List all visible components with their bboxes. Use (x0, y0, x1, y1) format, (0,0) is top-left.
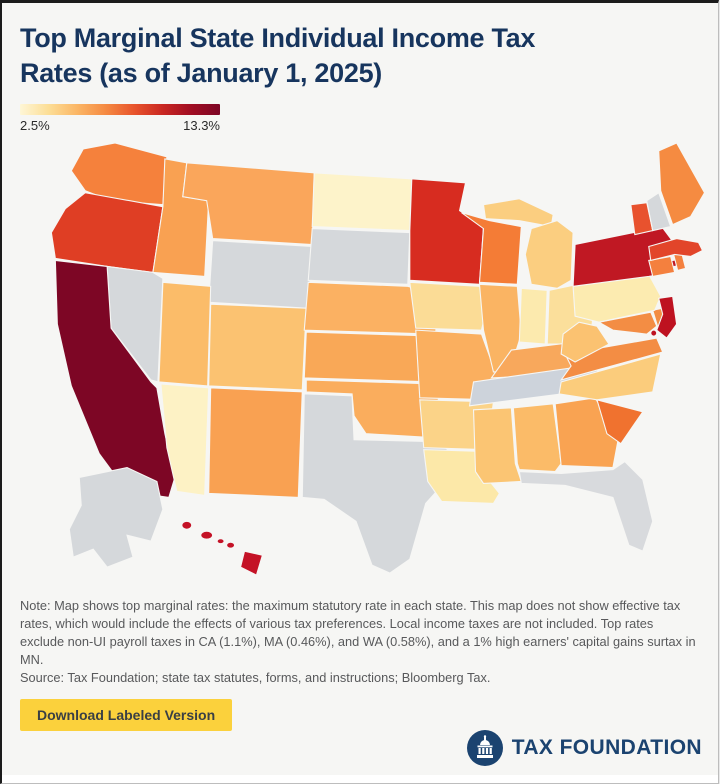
state-ma[interactable] (648, 237, 704, 262)
state-wy[interactable] (208, 239, 313, 309)
state-wi[interactable] (461, 212, 522, 285)
state-al[interactable] (512, 403, 562, 473)
state-ut[interactable] (158, 281, 212, 387)
title-line-1: Top Marginal State Individual Income Tax (20, 23, 536, 53)
legend-gradient (20, 104, 220, 115)
state-hi[interactable] (200, 530, 214, 540)
state-nh[interactable] (646, 191, 672, 232)
state-hi[interactable] (226, 541, 236, 549)
state-va[interactable] (559, 337, 664, 381)
state-md[interactable] (597, 311, 658, 335)
state-dc[interactable] (650, 329, 658, 337)
state-co[interactable] (208, 303, 307, 391)
state-az[interactable] (160, 383, 210, 497)
download-labeled-version-button[interactable]: Download Labeled Version (20, 699, 233, 731)
state-me[interactable] (658, 142, 706, 226)
state-nd[interactable] (311, 172, 413, 232)
map-source: Source: Tax Foundation; state tax statut… (20, 670, 491, 685)
tax-foundation-capitol-logo-icon (466, 730, 503, 766)
state-tx[interactable] (301, 393, 449, 574)
title-line-2: Rates (as of January 1, 2025) (20, 58, 382, 88)
state-hi[interactable] (216, 538, 225, 545)
state-wv[interactable] (560, 321, 610, 363)
state-in[interactable] (518, 287, 548, 345)
page-title: Top Marginal State Individual Income Tax… (20, 21, 700, 91)
color-scale-legend: 2.5% 13.3% (20, 104, 220, 133)
us-map-svg (50, 142, 706, 576)
state-fl[interactable] (518, 460, 654, 552)
state-mn[interactable] (409, 178, 485, 285)
state-or[interactable] (50, 192, 164, 274)
map-note: Note: Map shows top marginal rates: the … (20, 598, 696, 667)
state-sc[interactable] (596, 399, 644, 445)
state-nc[interactable] (558, 353, 662, 401)
legend-min-label: 2.5% (20, 118, 50, 133)
state-sd[interactable] (307, 228, 411, 285)
brand-footer: TAX FOUNDATION (466, 729, 702, 767)
bottom-strip (2, 775, 718, 783)
state-hi[interactable] (181, 520, 193, 530)
state-ak[interactable] (68, 466, 164, 568)
us-choropleth-map (20, 133, 706, 591)
state-mi[interactable] (524, 220, 574, 289)
state-hi[interactable] (239, 550, 264, 576)
state-nm[interactable] (208, 387, 303, 498)
legend-max-label: 13.3% (183, 118, 220, 133)
state-nj[interactable] (656, 295, 678, 339)
brand-wordmark: TAX FOUNDATION (511, 736, 702, 759)
state-ia[interactable] (409, 281, 489, 331)
